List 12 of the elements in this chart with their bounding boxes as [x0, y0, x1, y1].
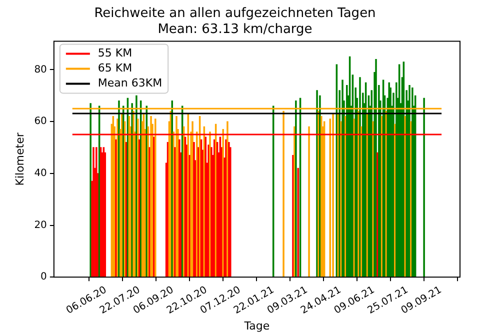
legend-label: Mean 63KM [98, 76, 162, 90]
y-tick-label: 20 [34, 220, 47, 231]
chart-subtitle: Mean: 63.13 km/charge [158, 22, 312, 37]
y-axis-title: Kilometer [13, 132, 26, 186]
y-tick-label: 80 [34, 64, 47, 76]
legend-label: 65 KM [98, 62, 132, 75]
legend-label: 55 KM [98, 46, 132, 60]
y-tick-label: 40 [34, 168, 47, 180]
y-tick-label: 60 [34, 116, 47, 128]
y-tick-label: 0 [40, 272, 47, 283]
x-axis-title: Tage [243, 319, 270, 332]
chart-title: Reichweite an allen aufgezeichneten Tagen [94, 6, 376, 22]
